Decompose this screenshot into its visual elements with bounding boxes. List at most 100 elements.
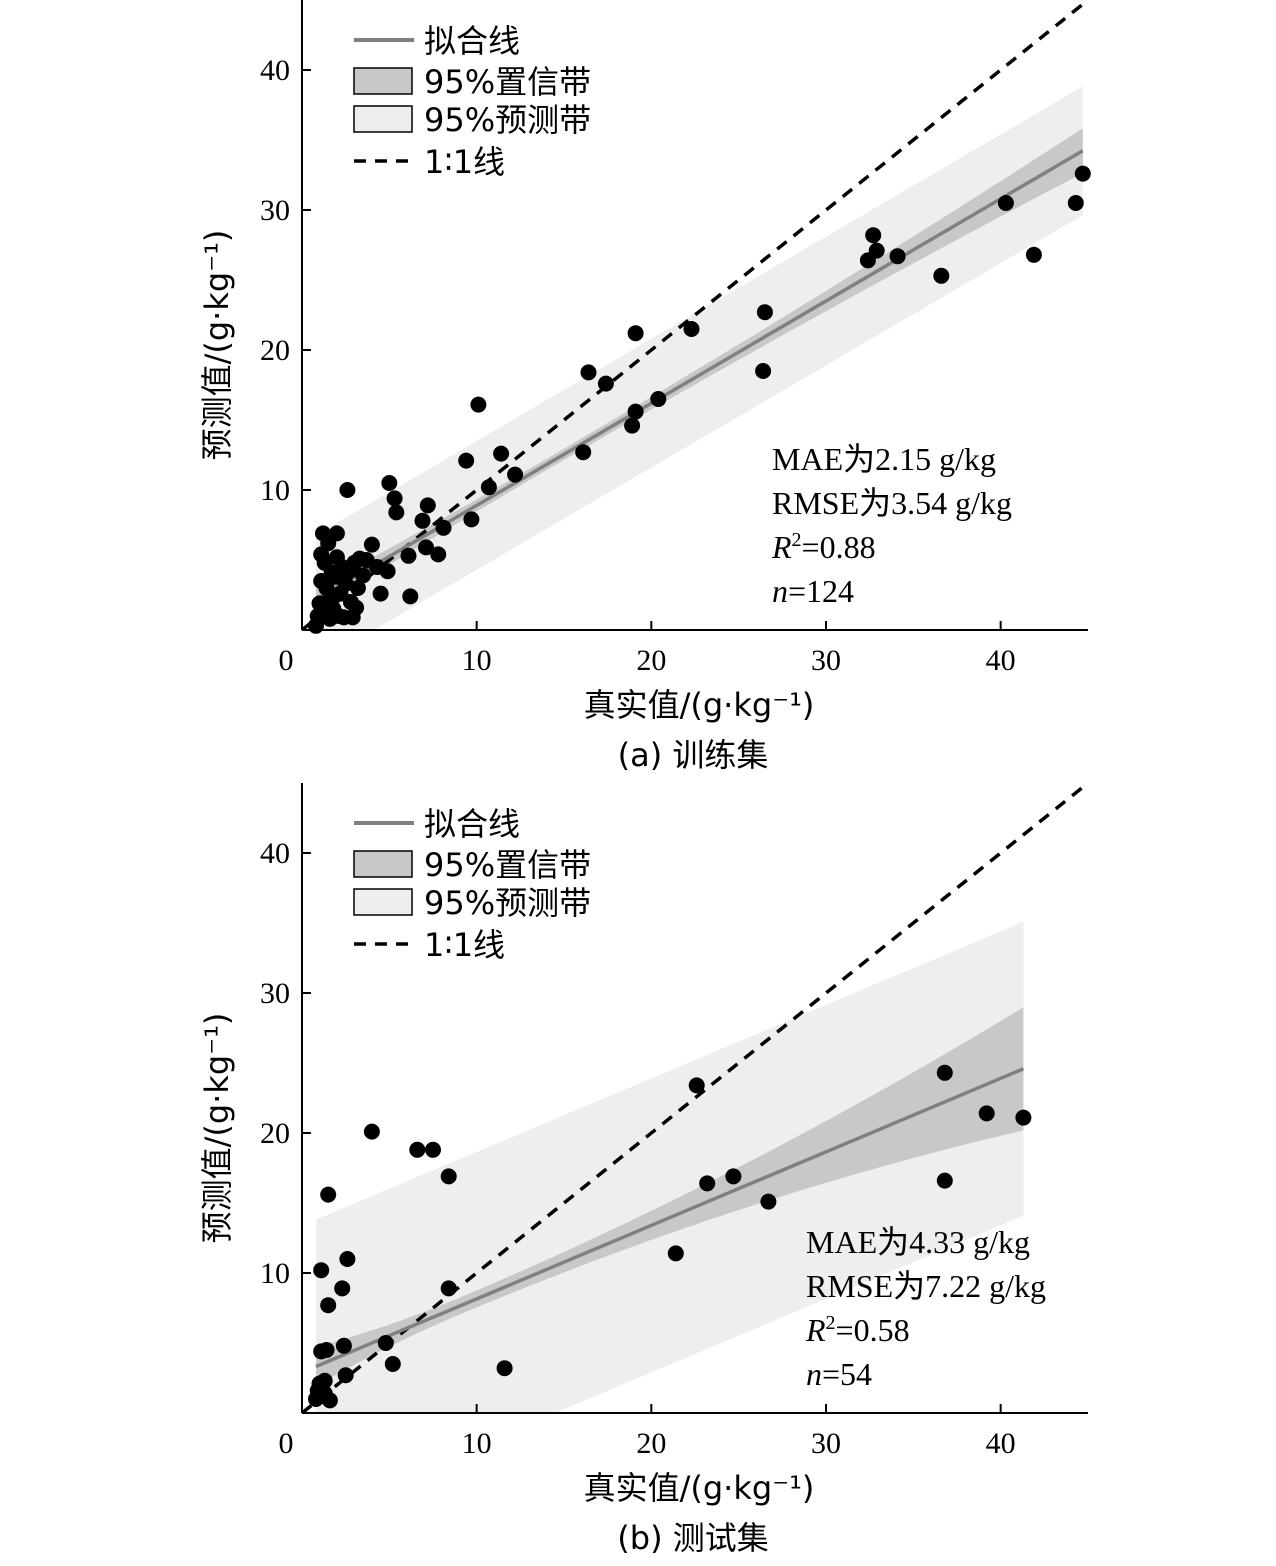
x-tick-label: 20: [636, 1427, 666, 1460]
stats-line: MAE为4.33 g/kg: [806, 1224, 1030, 1260]
prediction-band: [316, 86, 1083, 630]
y-tick-label: 30: [260, 977, 290, 1010]
data-point: [463, 511, 480, 528]
legend-pi-label: 95%预测带: [424, 884, 591, 922]
data-point: [381, 475, 398, 491]
data-point: [321, 1392, 338, 1409]
x-axis-label: 真实值/(g·kg⁻¹): [584, 1469, 815, 1507]
y-tick-label: 20: [260, 334, 290, 367]
data-point: [1015, 1109, 1032, 1126]
data-point: [313, 1262, 330, 1279]
stats-line: MAE为2.15 g/kg: [772, 441, 996, 477]
data-point: [334, 1280, 351, 1297]
x-tick-label: 10: [462, 644, 492, 677]
data-point: [933, 267, 950, 284]
data-point: [318, 1342, 335, 1358]
data-point: [480, 479, 497, 496]
data-point: [575, 444, 592, 461]
legend-pi-swatch: [353, 105, 413, 133]
y-axis-label: 预测值/(g·kg⁻¹): [198, 1013, 236, 1244]
data-point: [363, 536, 380, 553]
legend-pi-swatch: [353, 888, 413, 916]
data-point: [440, 1280, 457, 1297]
data-point: [580, 364, 597, 381]
legend-ref-label: 1∶1线: [424, 926, 505, 964]
y-tick-label: 40: [260, 837, 290, 870]
data-point: [320, 1186, 337, 1203]
y-tick-label: 10: [260, 474, 290, 507]
legend-pi-label: 95%预测带: [424, 101, 591, 139]
data-point: [760, 1193, 777, 1210]
y-tick-label: 40: [260, 54, 290, 87]
data-point: [409, 1141, 426, 1158]
data-point: [418, 539, 434, 556]
data-point: [386, 490, 403, 507]
data-point: [435, 519, 452, 536]
data-point: [355, 567, 372, 584]
data-point: [388, 504, 405, 521]
data-point: [1025, 246, 1042, 263]
x-tick-label: 10: [462, 1427, 492, 1460]
data-point: [384, 1356, 401, 1372]
data-point: [348, 599, 365, 616]
legend-ci-label: 95%置信带: [424, 846, 591, 884]
y-tick-label: 30: [260, 194, 290, 227]
data-point: [316, 1372, 333, 1389]
data-point: [402, 588, 419, 605]
panel-caption: (a) 训练集: [618, 736, 769, 774]
data-point: [335, 1337, 352, 1354]
data-point: [363, 1123, 380, 1140]
stats-annotation: MAE为4.33 g/kg RMSE为7.22 g/kg R2=0.58 n=54: [805, 1224, 1046, 1392]
data-point: [470, 396, 487, 413]
x-tick-label: 0: [279, 1427, 294, 1460]
x-tick-label: 20: [636, 644, 666, 677]
data-point: [414, 512, 431, 529]
data-point: [379, 563, 396, 580]
data-point: [339, 482, 356, 498]
data-point: [320, 1297, 337, 1314]
data-point: [496, 1360, 513, 1377]
stats-line: RMSE为7.22 g/kg: [806, 1268, 1046, 1304]
fit-line: [315, 149, 1084, 601]
panel-training: 0 10 20 30 40 10 20 30 40 真实值/(g·kg⁻¹) 预测值/(g·kg⁻¹…: [198, 0, 1091, 774]
stats-line: n=124: [772, 573, 854, 609]
fit-line: [315, 1067, 1025, 1369]
data-point: [624, 417, 641, 434]
stats-line: R2=0.58: [805, 1312, 910, 1348]
data-point: [400, 547, 417, 564]
x-tick-label: 30: [811, 644, 841, 677]
legend-fit-label: 拟合线: [424, 805, 520, 843]
data-point: [683, 321, 700, 337]
data-point: [493, 445, 510, 462]
data-point: [627, 403, 644, 420]
panel-caption: (b) 测试集: [617, 1519, 768, 1557]
data-point: [667, 1245, 684, 1262]
data-point: [339, 1251, 356, 1267]
stats-line: RMSE为3.54 g/kg: [772, 485, 1012, 521]
legend-ci-label: 95%置信带: [424, 63, 591, 101]
data-point: [936, 1172, 953, 1189]
data-point: [430, 546, 447, 563]
x-tick-label: 40: [986, 1427, 1016, 1460]
data-point: [1067, 195, 1084, 211]
x-tick-label: 0: [279, 644, 294, 677]
data-point: [699, 1175, 716, 1192]
data-point: [868, 242, 885, 259]
y-axis-label: 预测值/(g·kg⁻¹): [198, 230, 236, 461]
data-point: [337, 1367, 354, 1384]
data-point: [688, 1077, 705, 1094]
data-point: [725, 1168, 742, 1185]
data-point: [889, 248, 906, 265]
data-point: [377, 1335, 394, 1351]
stats-annotation: MAE为2.15 g/kg RMSE为3.54 g/kg R2=0.88 n=124: [771, 441, 1012, 609]
data-point: [458, 452, 475, 469]
x-axis-label: 真实值/(g·kg⁻¹): [584, 686, 815, 724]
data-point: [507, 466, 524, 483]
y-tick-label: 10: [260, 1257, 290, 1290]
plot-area: [302, 783, 1088, 1413]
stats-line: n=54: [806, 1356, 872, 1392]
x-tick-label: 30: [811, 1427, 841, 1460]
data-point: [936, 1064, 953, 1081]
data-point: [419, 497, 436, 514]
